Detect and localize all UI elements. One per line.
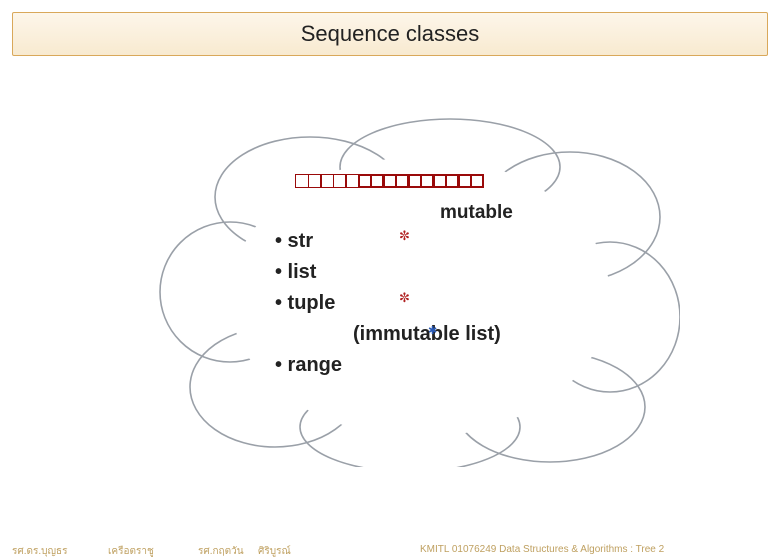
bullet-list: • str ✼ • list • tuple ✼ (immutable list… [275,226,645,381]
bullet-text: • list [275,261,316,283]
bullet-text: • range [275,354,342,376]
list-item: • list [275,257,645,288]
mark-icon: ✼ [399,226,410,246]
footer-text: รศ.ดร.บุญธร [12,544,67,559]
mutable-label: mutable [440,202,645,224]
bullet-text: • tuple [275,292,335,314]
list-item: • str ✼ [275,226,645,257]
glyph-boxes-row [295,172,645,190]
mark-icon: ✼ [399,288,410,308]
footer-text: รศ.กฤตวัน [198,544,244,559]
cloud-region: mutable • str ✼ • list • tuple ✼ (immuta… [140,107,680,467]
list-item: • range [275,350,645,381]
bullet-text: • str [275,230,313,252]
footer-text: เครือตราชู [108,544,154,559]
mark-icon: ✱ [428,323,437,340]
cloud-content: mutable • str ✼ • list • tuple ✼ (immuta… [275,172,645,381]
footer-text: KMITL 01076249 Data Structures & Algorit… [420,544,664,555]
paren-line: (immutable list) ✱ [275,319,645,350]
paren-text: (immutable list) [353,323,501,345]
footer-text: ศิริบูรณ์ [258,544,291,559]
title-bar: Sequence classes [12,12,768,56]
page-title: Sequence classes [301,21,480,47]
list-item: • tuple ✼ [275,288,645,319]
